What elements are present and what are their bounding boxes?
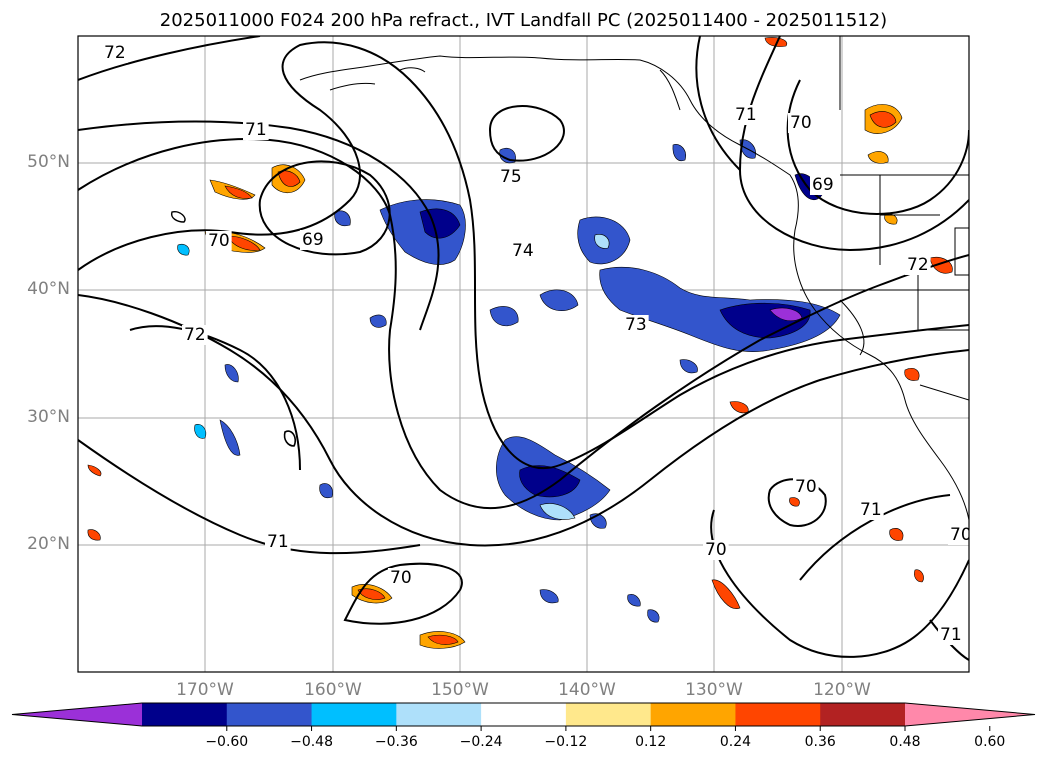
colorbar-segment (650, 703, 736, 726)
colorbar-segment (226, 703, 313, 726)
map-frame-bg (78, 36, 969, 672)
colorbar-segment (735, 703, 821, 726)
contour-label: 72 (184, 325, 206, 345)
contour-label: 70 (795, 477, 817, 497)
colorbar-segment (396, 703, 482, 726)
contour-label-halo (948, 525, 969, 545)
contour-label: 70 (208, 231, 230, 251)
colorbar-segment (311, 703, 397, 726)
map-frame (77, 35, 970, 673)
contour-label: 70 (950, 525, 972, 545)
contour-label: 71 (860, 500, 882, 520)
colorbar-tick-label: −0.48 (290, 734, 333, 750)
contour-label-halo (938, 625, 964, 645)
colorbar-segment (142, 703, 228, 726)
colorbar-extend-low (12, 703, 142, 726)
refractivity-contours (78, 36, 969, 661)
lon-label: 160°W (304, 680, 362, 700)
lon-label: 140°W (558, 680, 616, 700)
lat-label: 20°N (27, 534, 70, 554)
contour-label: 70 (790, 113, 812, 133)
contour-label: 72 (104, 43, 126, 63)
contour-label: 73 (625, 315, 647, 335)
lon-label: 120°W (813, 680, 871, 700)
contour-label: 71 (245, 120, 267, 140)
contour-label-halo (498, 167, 524, 187)
colorbar-tick-label: −0.36 (374, 734, 418, 750)
map-title: 2025011000 F024 200 hPa refract., IVT La… (159, 10, 888, 31)
colorbar-tick-label: 0.12 (635, 734, 667, 750)
colorbar-tick-label: 0.36 (804, 734, 836, 750)
contour-label: 75 (500, 167, 522, 187)
contour-label: 70 (390, 568, 412, 588)
lat-label: 30°N (27, 407, 70, 427)
contour-label: 72 (907, 255, 929, 275)
contour-label: 71 (267, 532, 289, 552)
lon-label: 150°W (431, 680, 489, 700)
contour-label-halo (733, 105, 759, 125)
contour-label: 70 (705, 540, 727, 560)
lat-label: 40°N (27, 279, 70, 299)
contour-label-halo (243, 120, 269, 140)
contour-label: 71 (735, 105, 757, 125)
contour-label-halo (623, 315, 649, 335)
contour-label-halo (905, 255, 931, 275)
contour-label: 69 (302, 230, 324, 250)
contour-label-halo (265, 532, 291, 552)
contour-label-halo (510, 241, 536, 261)
colorbar-extend-high (905, 703, 1035, 726)
colorbar-tick-label: 0.60 (974, 734, 1006, 750)
contour-label: 69 (812, 175, 834, 195)
contour-label-halo (388, 568, 414, 588)
contour-label-halo (810, 175, 836, 195)
colorbar-tick-label: 0.48 (889, 734, 921, 750)
colorbar-tick-label: 0.24 (719, 734, 752, 750)
colorbar-tick-label: −0.60 (205, 734, 249, 750)
contour-label-halo (703, 540, 729, 560)
contour-label-halo (858, 500, 884, 520)
lon-label: 170°W (176, 680, 234, 700)
colorbar-segment (565, 703, 652, 726)
contour-label-halo (300, 230, 326, 250)
colorbar (11, 702, 1036, 731)
colorbar-tick-label: −0.24 (459, 734, 503, 750)
colorbar-tick-label: −0.12 (544, 734, 588, 750)
gridlines (78, 36, 969, 672)
colorbar-segment (481, 703, 567, 726)
contour-label: 74 (512, 241, 534, 261)
contour-label-halo (788, 113, 814, 133)
contour-label-halo (206, 231, 232, 251)
contour-label: 71 (940, 625, 962, 645)
contour-label-halo (102, 43, 128, 63)
contour-label-halo (793, 477, 819, 497)
lon-label: 130°W (685, 680, 743, 700)
contour-label-halo (182, 325, 208, 345)
contour-labels: 72 71 69 70 75 74 72 73 71 70 69 72 70 7… (102, 43, 972, 645)
colorbar-outline (11, 702, 1036, 727)
colorbar-segment (820, 703, 906, 726)
lat-label: 50°N (27, 152, 70, 172)
coastlines (299, 36, 969, 521)
